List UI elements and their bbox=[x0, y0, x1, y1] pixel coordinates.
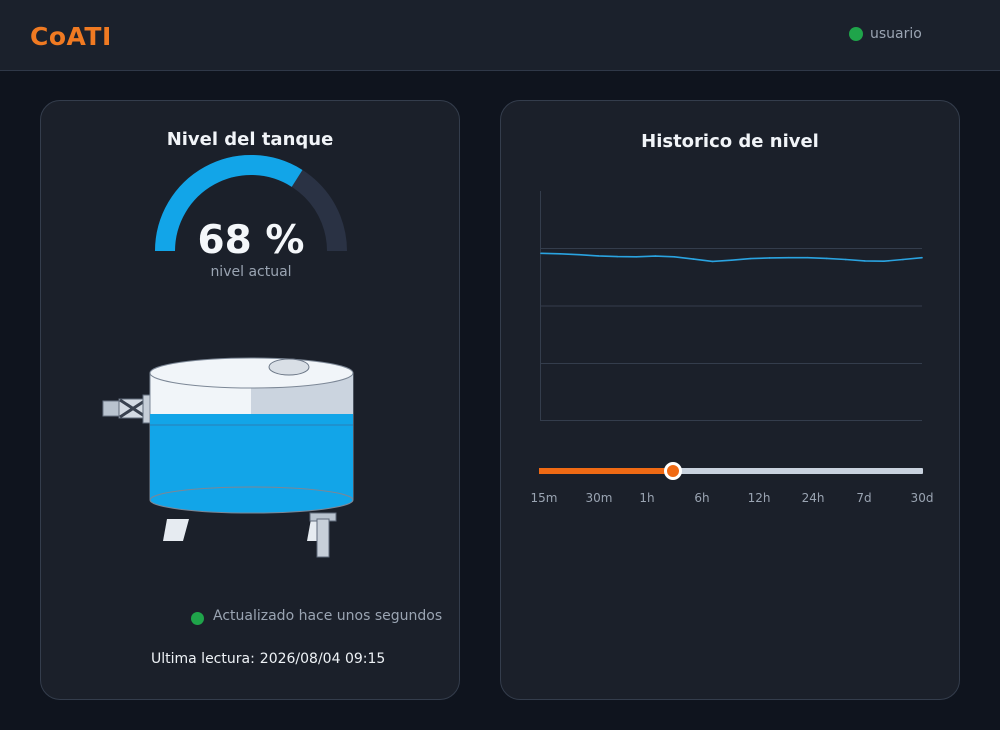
data-point bbox=[787, 256, 790, 259]
last-reading-label: Ultima lectura: bbox=[151, 651, 255, 667]
tank-hatch bbox=[268, 358, 310, 376]
range-option-7d[interactable]: 7d bbox=[856, 491, 872, 505]
range-option-15m[interactable]: 15m bbox=[530, 491, 558, 505]
range-option-1h[interactable]: 1h bbox=[639, 491, 655, 505]
gauge-fill bbox=[155, 155, 303, 252]
data-point bbox=[711, 260, 714, 263]
inlet-valve-icon bbox=[118, 394, 152, 424]
tank-illustration bbox=[102, 357, 354, 558]
range-track[interactable] bbox=[539, 468, 923, 474]
tank-level-card: Nivel del tanque 68 % nivel actual Actua… bbox=[40, 100, 460, 700]
data-point bbox=[597, 255, 599, 257]
range-option-30d[interactable]: 30d bbox=[910, 491, 934, 505]
data-point bbox=[921, 256, 923, 259]
tank-card-title: Nivel del tanque bbox=[166, 129, 334, 150]
data-point bbox=[559, 252, 561, 255]
tank-lid bbox=[149, 357, 354, 389]
user-menu[interactable]: usuario bbox=[849, 25, 922, 43]
data-point bbox=[825, 257, 828, 260]
history-card: Historico de nivel 15m 30m 1h 6h 12h 24h 7d 30d bbox=[500, 100, 960, 700]
user-status-dot-icon bbox=[849, 27, 863, 41]
range-option-12h[interactable]: 12h bbox=[747, 491, 771, 505]
data-point bbox=[768, 257, 771, 259]
data-point bbox=[673, 255, 676, 258]
data-point bbox=[635, 255, 638, 258]
tank-leg-left bbox=[163, 519, 189, 541]
data-point bbox=[806, 256, 809, 259]
range-option-24h[interactable]: 24h bbox=[801, 491, 825, 505]
outlet-pipe bbox=[316, 518, 330, 558]
update-status-text: Actualizado hace unos segundos bbox=[213, 608, 443, 624]
time-range-slider[interactable] bbox=[539, 461, 923, 481]
data-point bbox=[540, 252, 542, 255]
level-value: 68 % bbox=[197, 218, 305, 263]
data-point bbox=[883, 260, 885, 262]
level-gauge bbox=[155, 155, 347, 252]
data-point bbox=[730, 259, 733, 262]
data-point bbox=[578, 253, 580, 256]
update-status-dot-icon bbox=[191, 612, 204, 625]
range-thumb[interactable] bbox=[664, 462, 683, 480]
data-point bbox=[864, 260, 866, 262]
range-fill bbox=[539, 468, 674, 474]
history-card-title: Historico de nivel bbox=[641, 131, 819, 152]
user-label[interactable]: usuario bbox=[870, 26, 922, 42]
brand-logo[interactable]: CoATI bbox=[30, 22, 112, 51]
data-point bbox=[692, 258, 695, 260]
tank-water bbox=[150, 414, 353, 500]
history-line-chart bbox=[540, 191, 923, 421]
last-reading-value: 2026/08/04 09:15 bbox=[259, 651, 386, 667]
data-point bbox=[749, 257, 752, 260]
range-option-6h[interactable]: 6h bbox=[694, 491, 710, 505]
data-point bbox=[616, 255, 618, 258]
last-reading: Ultima lectura: 2026/08/04 09:15 bbox=[151, 651, 385, 667]
data-point bbox=[654, 255, 657, 257]
top-bar: CoATI usuario bbox=[0, 0, 1000, 71]
data-point bbox=[845, 258, 847, 261]
update-status: Actualizado hace unos segundos bbox=[191, 607, 442, 625]
level-caption: nivel actual bbox=[210, 264, 292, 280]
data-point bbox=[902, 258, 904, 261]
tank-bottom bbox=[149, 486, 354, 514]
range-option-30m[interactable]: 30m bbox=[585, 491, 613, 505]
